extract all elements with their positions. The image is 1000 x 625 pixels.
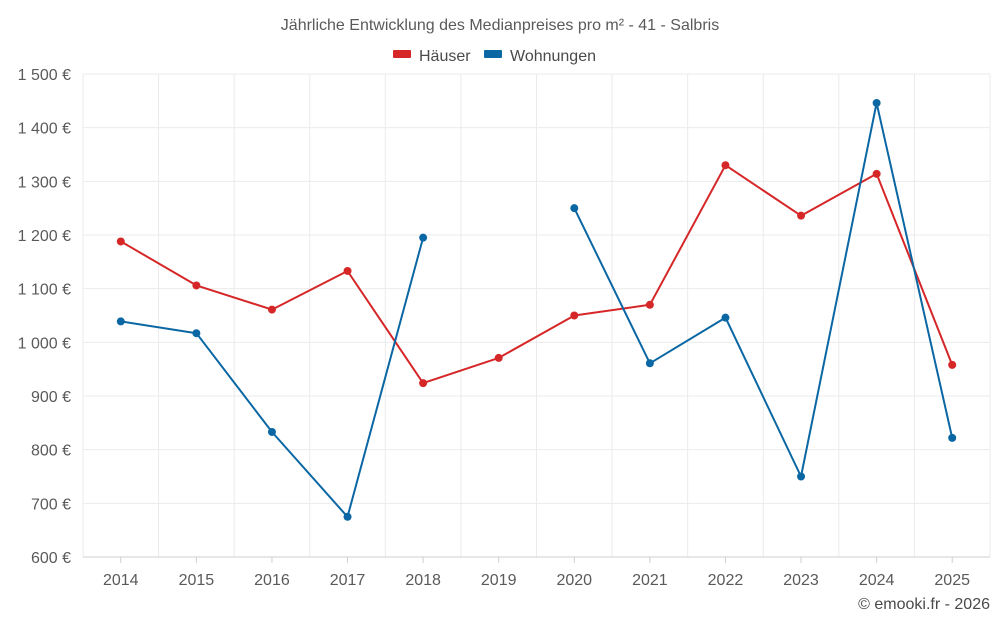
data-point-apartments: [343, 512, 352, 521]
x-tick-label: 2014: [103, 572, 139, 589]
data-point-houses: [192, 281, 201, 290]
y-tick-label: 900 €: [31, 389, 71, 406]
y-tick-label: 600 €: [31, 550, 71, 567]
legend-swatch-houses: [393, 50, 411, 58]
y-axis-ticks: 600 € 700 € 800 € 900 € 1 000 € 1 100 € 1 200 …: [18, 67, 71, 567]
data-point-apartments: [267, 427, 276, 436]
data-point-apartments: [645, 359, 654, 368]
data-point-houses: [570, 311, 579, 320]
legend-swatch-apartments: [484, 50, 502, 58]
data-point-houses: [721, 161, 730, 170]
x-tick-label: 2024: [859, 572, 895, 589]
data-point-apartments: [192, 329, 201, 338]
chart-title: Jährliche Entwicklung des Medianpreises …: [281, 17, 719, 34]
data-point-houses: [343, 266, 352, 275]
data-point-apartments: [721, 313, 730, 322]
y-tick-label: 1 000 €: [18, 335, 71, 352]
credit-text: © emooki.fr - 2026: [858, 596, 990, 613]
data-point-houses: [419, 379, 428, 388]
data-point-houses: [116, 237, 125, 246]
data-point-apartments: [419, 233, 428, 242]
y-tick-label: 800 €: [31, 443, 71, 460]
x-tick-label: 2015: [179, 572, 215, 589]
series-houses: [116, 161, 957, 388]
x-tick-label: 2016: [254, 572, 290, 589]
series: [116, 98, 957, 521]
y-tick-label: 1 200 €: [18, 228, 71, 245]
data-point-apartments: [948, 433, 957, 442]
grid: [82, 73, 991, 558]
data-point-houses: [797, 211, 806, 220]
data-point-houses: [872, 169, 881, 178]
data-point-apartments: [570, 204, 579, 213]
x-tick-label: 2021: [632, 572, 668, 589]
y-tick-label: 1 100 €: [18, 282, 71, 299]
data-point-apartments: [872, 98, 881, 107]
x-tick-label: 2025: [934, 572, 970, 589]
y-tick-label: 1 500 €: [18, 67, 71, 84]
x-tick-label: 2017: [330, 572, 366, 589]
x-tick-label: 2020: [556, 572, 592, 589]
series-apartments: [116, 98, 957, 521]
y-tick-label: 700 €: [31, 496, 71, 513]
legend-label-apartments: Wohnungen: [510, 48, 596, 65]
x-tick-label: 2022: [708, 572, 744, 589]
data-point-houses: [494, 353, 503, 362]
y-tick-label: 1 300 €: [18, 174, 71, 191]
legend: Häuser Wohnungen: [393, 48, 596, 65]
data-point-houses: [645, 300, 654, 309]
x-axis-ticks: 2014 2015 2016 2017 2018 2019 2020 2021 2022 2023…: [103, 557, 970, 589]
x-tick-label: 2018: [405, 572, 441, 589]
x-tick-label: 2019: [481, 572, 517, 589]
series-line-houses: [120, 164, 954, 385]
data-point-apartments: [116, 317, 125, 326]
data-point-houses: [948, 360, 957, 369]
data-point-houses: [267, 305, 276, 314]
y-tick-label: 1 400 €: [18, 121, 71, 138]
x-tick-label: 2023: [783, 572, 819, 589]
legend-label-houses: Häuser: [419, 48, 471, 65]
data-point-apartments: [797, 472, 806, 481]
